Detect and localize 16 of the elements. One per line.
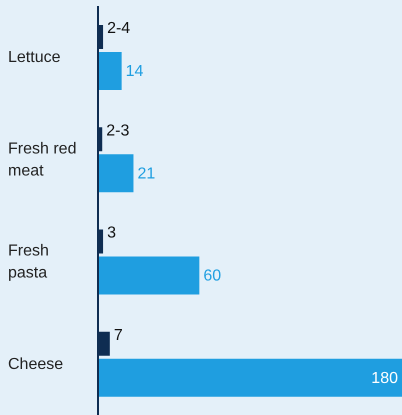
y-tick-label: Cheese <box>8 356 64 373</box>
data-label: 2-3 <box>106 122 130 140</box>
bar <box>98 256 200 294</box>
bar <box>98 52 122 90</box>
data-label: 2-4 <box>107 20 130 37</box>
y-tick-label: Fresh red meat <box>8 140 76 180</box>
bar <box>98 154 134 192</box>
y-tick-label: Lettuce <box>8 49 61 66</box>
data-label: 14 <box>126 63 144 80</box>
data-label: 180 <box>371 370 398 387</box>
y-tick-label: Fresh pasta <box>8 242 49 282</box>
data-label: 21 <box>137 165 156 182</box>
bar <box>98 358 402 397</box>
data-label: 60 <box>203 268 222 284</box>
data-label: 3 <box>107 224 116 242</box>
data-label: 7 <box>114 326 123 344</box>
